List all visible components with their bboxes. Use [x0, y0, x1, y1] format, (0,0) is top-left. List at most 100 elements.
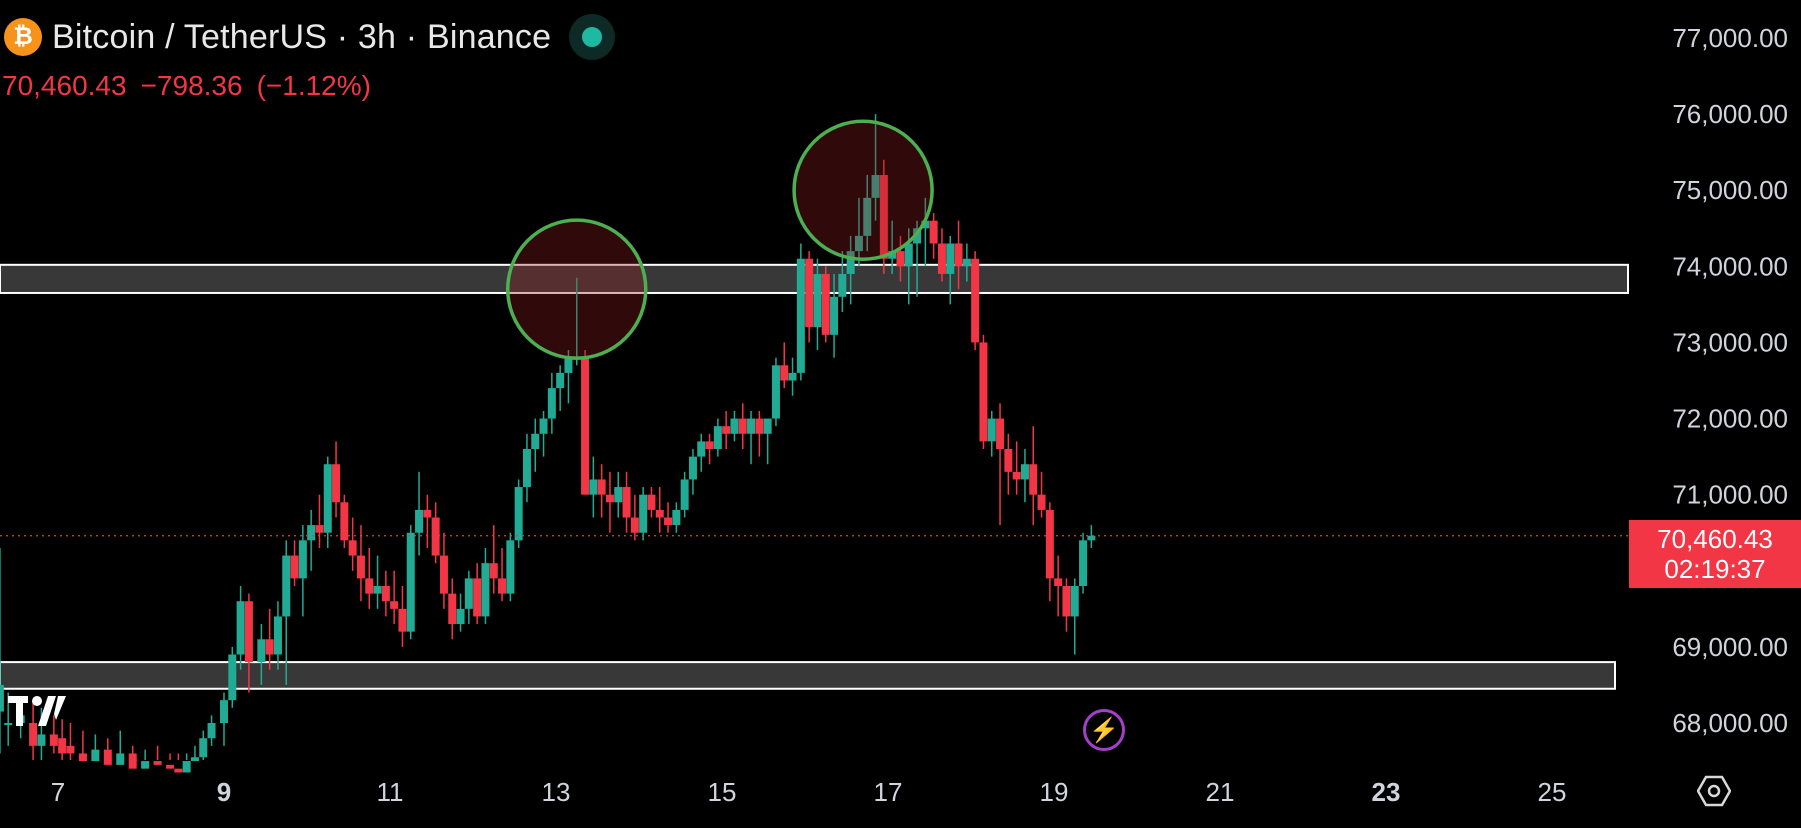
chart-settings-icon[interactable] — [1697, 774, 1731, 808]
price-change-line: 70,460.43 −798.36 (−1.12%) — [2, 70, 385, 102]
candle-body — [805, 258, 814, 328]
candle-body — [66, 745, 75, 754]
candle-body — [58, 738, 67, 754]
candle-body — [365, 578, 374, 594]
y-axis-tick-label: 75,000.00 — [1672, 175, 1788, 205]
candle-body — [863, 197, 872, 236]
candle-body — [1079, 540, 1088, 586]
x-axis-tick-label: 17 — [874, 777, 903, 807]
symbol-title[interactable]: Bitcoin / TetherUS · 3h · Binance — [52, 17, 552, 56]
candle-body — [1087, 535, 1096, 541]
candle-body — [190, 757, 199, 762]
highlight-circle — [506, 218, 648, 360]
candle-body — [348, 540, 357, 556]
candle-body — [846, 251, 855, 274]
candle-body — [763, 418, 772, 434]
candle-body — [431, 517, 440, 556]
candle-body — [116, 753, 125, 765]
candle-body — [838, 273, 847, 297]
candle-body — [257, 639, 266, 663]
candle-body — [4, 723, 13, 725]
candle-body — [273, 616, 282, 655]
candle-body — [244, 601, 253, 663]
candle-body — [220, 700, 228, 723]
candle-body — [1062, 586, 1071, 617]
candle-body — [29, 723, 38, 746]
candle-body — [448, 593, 457, 625]
candle-body — [929, 220, 938, 244]
candle-body — [166, 764, 175, 769]
candle-body — [307, 525, 316, 541]
candle-body — [672, 509, 681, 526]
candle-body — [954, 243, 963, 267]
candle-body — [174, 768, 183, 773]
candle-body — [813, 273, 822, 328]
tradingview-logo-icon — [8, 696, 66, 726]
candle-body — [556, 372, 565, 389]
candle-body — [722, 426, 731, 434]
last-price: 70,460.43 — [2, 70, 127, 101]
candle-body — [996, 418, 1005, 449]
symbol-header[interactable]: ₿ Bitcoin / TetherUS · 3h · Binance — [0, 14, 616, 60]
candle-body — [439, 555, 448, 594]
candle-body — [398, 608, 407, 632]
candle-body — [298, 540, 307, 579]
y-axis-tick-label: 71,000.00 — [1672, 480, 1788, 510]
candle-body — [539, 418, 548, 434]
candle-body — [236, 601, 245, 655]
candle-body — [1029, 464, 1038, 495]
current-price-tag: 70,460.43 02:19:37 — [1629, 520, 1801, 588]
candle-body — [605, 494, 614, 503]
candle-body — [655, 509, 664, 518]
candle-body — [581, 357, 590, 495]
candle-body — [423, 509, 432, 518]
candle-body — [228, 654, 237, 701]
candle-body — [854, 235, 863, 252]
y-axis-tick-label: 74,000.00 — [1672, 251, 1788, 281]
candle-body — [697, 441, 706, 457]
candle-body — [290, 555, 299, 579]
candle-body — [796, 258, 805, 373]
candle-body — [531, 433, 540, 449]
candle-body — [664, 517, 673, 526]
candle-body — [473, 578, 482, 617]
candle-body — [987, 418, 996, 442]
candle-body — [481, 563, 490, 617]
candle-body — [1054, 578, 1063, 586]
candle-body — [680, 479, 689, 510]
y-axis-tick-label: 73,000.00 — [1672, 327, 1788, 357]
candle-body — [1037, 494, 1046, 510]
y-axis-tick-label: 68,000.00 — [1672, 708, 1788, 738]
candle-body — [406, 532, 415, 632]
x-axis-tick-label: 13 — [542, 777, 571, 807]
candle-body — [1070, 586, 1079, 617]
candle-body — [415, 509, 424, 533]
candle-body — [971, 258, 980, 343]
candle-body — [622, 487, 631, 518]
candle-body — [937, 243, 946, 274]
candle-body — [830, 296, 839, 335]
candle-body — [896, 251, 905, 267]
candle-body — [821, 273, 830, 335]
candle-body — [103, 749, 112, 765]
candle-body — [738, 418, 747, 434]
market-status-icon[interactable] — [569, 14, 616, 60]
lightning-icon[interactable]: ⚡ — [1083, 709, 1125, 751]
candle-body — [456, 608, 465, 625]
bitcoin-logo-icon: ₿ — [4, 18, 42, 56]
candle-body — [564, 357, 573, 373]
candle-body — [323, 464, 332, 533]
candle-body — [128, 753, 137, 769]
candle-body — [207, 723, 216, 739]
candle-body — [755, 418, 764, 434]
candle-body — [373, 586, 382, 594]
candle-body — [37, 734, 46, 746]
candle-body — [78, 753, 87, 762]
candle-body — [514, 487, 523, 541]
y-axis-tick-label: 69,000.00 — [1672, 632, 1788, 662]
candle-body — [780, 365, 789, 381]
x-axis-tick-label: 15 — [708, 777, 737, 807]
x-axis-tick-label: 9 — [217, 777, 231, 807]
candle-body — [879, 175, 888, 259]
